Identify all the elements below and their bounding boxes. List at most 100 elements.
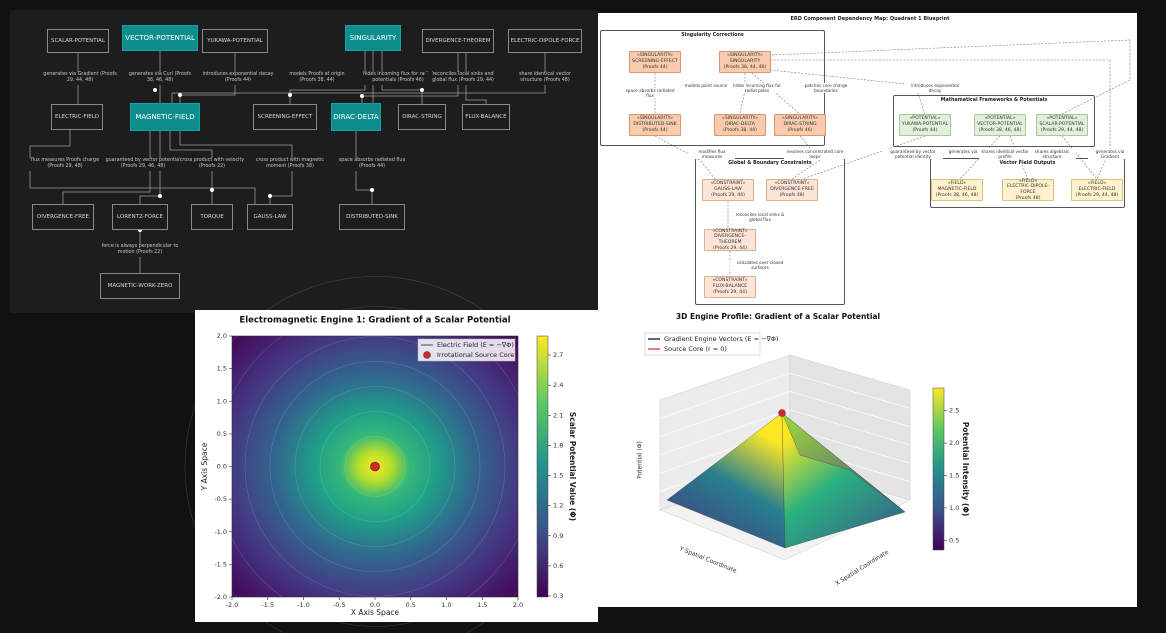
connector (169, 131, 213, 204)
diagram-node: FLUX-BALANCE (462, 104, 510, 130)
y-tick-label: -1.0 (214, 528, 227, 536)
node-name: SINGULARITY (729, 59, 761, 65)
node-stereotype: «SINGULARITY» (727, 53, 763, 59)
cluster-title: Global & Boundary Constraints (728, 161, 812, 166)
legend-label: Irrotational Source Core (437, 351, 514, 359)
edge-label: cross product with velocity (Proofs 22) (179, 158, 245, 171)
wall-grid (659, 409, 791, 456)
diagram-node: «POTENTIAL» YUKAWA-POTENTIAL (Proofs 44) (899, 114, 951, 136)
diagram-node: DIVERGENCE-FREE (32, 204, 94, 230)
y-tick-label: 0.5 (217, 430, 227, 438)
colorbar-tick-label: 2.4 (553, 381, 563, 389)
colorbar-tick-label: 2.5 (949, 407, 959, 415)
chart-title: Electromagnetic Engine 1: Gradient of a … (239, 316, 510, 326)
node-proofs: (Proofs 29, 44, 48) (1040, 127, 1084, 133)
colorbar-tick-label: 2.1 (553, 411, 563, 419)
diagram-node: MAGNETIC-FIELD (130, 103, 200, 131)
node-proofs: (Proofs 44) (642, 64, 668, 70)
junction-dot (210, 188, 214, 192)
edge-label: calculates over closed surfaces (730, 260, 790, 271)
y-tick-label: 0.0 (217, 463, 227, 471)
node-name: ELECTRIC-DIPOLE-FORCE (1006, 184, 1050, 195)
diagram-node: MAGNETIC-WORK-ZERO (100, 273, 180, 299)
node-stereotype: «FIELD» (947, 181, 967, 187)
node-proofs: (Proofs 38, 46, 48) (978, 127, 1022, 133)
cluster-title: Mathematical Frameworks & Potentials (940, 98, 1048, 103)
node-stereotype: «CONSTRAINT» (774, 181, 810, 187)
diagram-node: «CONSTRAINT» GAUSS-LAW (Proofs 29, 44) (702, 179, 754, 201)
contour (184, 276, 566, 633)
wall-grid (789, 372, 911, 409)
edge-label: flux measures Proofs charge (Proofs 29, … (25, 158, 105, 171)
y-tick-label: -1.5 (214, 560, 227, 568)
edge-label: space absorbs radiated flux (Proofs 44) (335, 158, 409, 171)
colorbar-tick-label: 1.8 (553, 441, 563, 449)
diagram-node: LORENTZ-FORCE (112, 204, 168, 230)
edge-label: guaranteed by vector potential identity (883, 149, 943, 160)
contour (269, 361, 481, 572)
connector (799, 135, 926, 181)
node-name: DIVERGENCE-FREE (770, 187, 814, 193)
x-tick-label: -1.0 (297, 601, 310, 609)
diagram-node: «FIELD» MAGNETIC-FIELD (Proofs 38, 46, 48) (931, 179, 983, 201)
colorbar-tick-label: 1.2 (553, 502, 563, 510)
edge-label: models Proofs at origin (Proofs 38, 44) (283, 72, 351, 85)
contour (244, 336, 506, 597)
diagram-node: «SINGULARITY» SCREENING-EFFECT (Proofs 44) (629, 51, 681, 73)
node-proofs: (Proofs 48) (779, 192, 805, 198)
diagram-node: TORQUE (191, 204, 233, 230)
node-name: SCREENING-EFFECT (632, 59, 678, 65)
colorbar-tick-label: 1.5 (949, 471, 959, 479)
x-tick-label: -0.5 (333, 601, 346, 609)
y-tick-label: -0.5 (214, 495, 227, 503)
edge-label: shares identical vector profile (979, 149, 1031, 160)
junction-dot (360, 94, 364, 98)
contour (319, 411, 431, 522)
contour (344, 436, 406, 497)
diagram-node: «POTENTIAL» VECTOR-POTENTIAL (Proofs 38, 4… (974, 114, 1026, 136)
junction-dot (288, 93, 292, 97)
connector (381, 51, 423, 104)
node-stereotype: «SINGULARITY» (637, 116, 673, 122)
z-axis-label: Potential (Φ) (637, 441, 644, 479)
diagram-node: ELECTRIC-DIPOLE-FORCE (508, 29, 582, 53)
cluster-title: Singularity Corrections (681, 33, 744, 38)
colorbar (932, 387, 945, 551)
diagram-node: «FIELD» ELECTRIC-DIPOLE-FORCE (Proofs 48) (1002, 179, 1054, 201)
connector (769, 69, 926, 115)
diagram-node: «POTENTIAL» SCALAR-POTENTIAL (Proofs 29, 4… (1036, 114, 1088, 136)
junction-dot (420, 88, 424, 92)
node-name: DIVERGENCE-THEOREM (714, 234, 746, 245)
wall-grid (789, 391, 911, 427)
diagram-node: SCALAR-POTENTIAL (47, 29, 109, 53)
y-tick-label: 1.0 (217, 397, 227, 405)
node-stereotype: «CONSTRAINT» (712, 228, 748, 234)
node-proofs: (Proofs 44) (642, 127, 668, 133)
y-tick-label: 2.0 (217, 332, 227, 340)
connector (1009, 135, 1029, 180)
diagram-title: ERD Component Dependency Map: Quadrant 1… (790, 16, 950, 22)
node-stereotype: «CONSTRAINT» (712, 278, 748, 284)
diagram-node: «CONSTRAINT» DIVERGENCE-FREE (Proofs 48) (766, 179, 818, 201)
node-proofs: (Proofs 29, 44) (713, 289, 747, 295)
node-proofs: (Proofs 38, 46, 48) (935, 192, 979, 198)
edge-label: generates via Gradient (Proofs 29, 44, 4… (41, 72, 119, 85)
edge-label: shares algebraic structure (1028, 149, 1076, 160)
connector (739, 73, 746, 115)
diagram-node: DIRAC-STRING (398, 104, 446, 130)
x-tick-label: 1.0 (441, 601, 451, 609)
node-name: FLUX-BALANCE (712, 284, 748, 290)
node-stereotype: «FIELD» (1087, 181, 1107, 187)
node-proofs: (Proofs 44) (912, 127, 938, 133)
diagram-node: DIVERGENCE-THEOREM (422, 29, 494, 53)
edge-label: cross product with magnetic moment (Proo… (253, 158, 327, 171)
colorbar-label: Scalar Potential Value (Φ) (568, 412, 577, 521)
node-name: DIRAC-DELTA (725, 122, 755, 128)
diagram-node: «SINGULARITY» DISTRIBUTED-SINK (Proofs 44) (629, 114, 681, 136)
diagram-node: «FIELD» ELECTRIC-FIELD (Proofs 29, 44, 48) (1071, 179, 1123, 201)
legend-box (644, 332, 761, 356)
node-stereotype: «FIELD» (1018, 178, 1038, 184)
edge-label: generates via Curl (946, 149, 990, 155)
y-tick-label: -2.0 (214, 593, 227, 601)
edge-label: introduces exponential decay (Proofs 44) (202, 72, 274, 85)
